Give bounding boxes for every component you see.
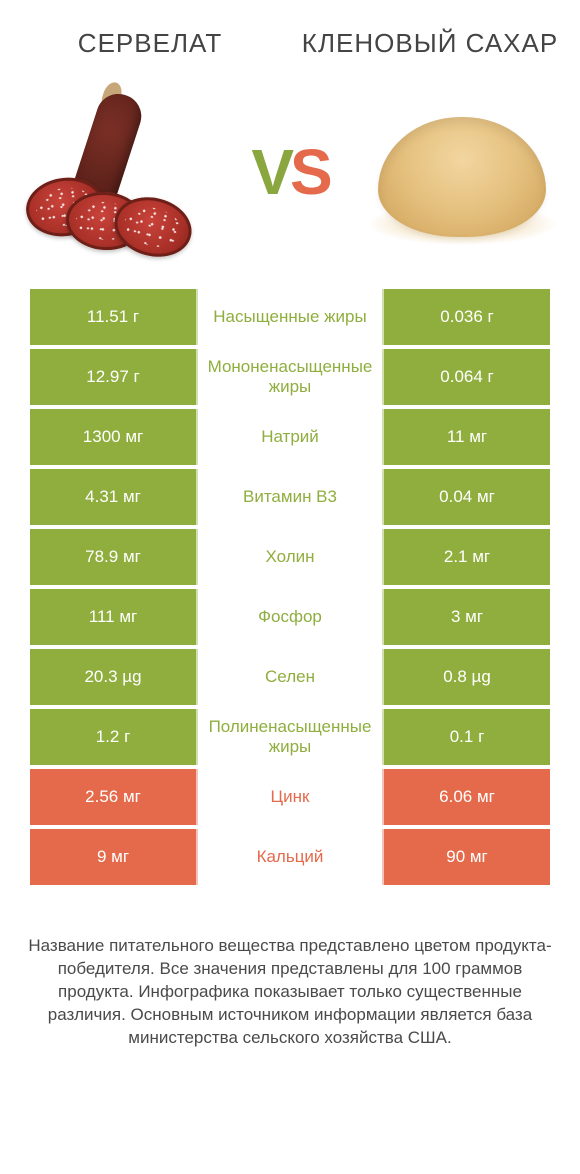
row-label: Витамин B3 — [198, 469, 382, 525]
table-row: 9 мгКальций90 мг — [30, 829, 550, 885]
table-row: 11.51 гНасыщенные жиры0.036 г — [30, 289, 550, 345]
row-right-value: 0.8 µg — [382, 649, 550, 705]
row-right-value: 90 мг — [382, 829, 550, 885]
row-left-value: 11.51 г — [30, 289, 198, 345]
row-label: Холин — [198, 529, 382, 585]
row-left-value: 4.31 мг — [30, 469, 198, 525]
row-label: Натрий — [198, 409, 382, 465]
row-right-value: 6.06 мг — [382, 769, 550, 825]
row-right-value: 0.064 г — [382, 349, 550, 405]
row-label: Кальций — [198, 829, 382, 885]
row-label: Насыщенные жиры — [198, 289, 382, 345]
right-image — [362, 77, 562, 267]
row-right-value: 0.036 г — [382, 289, 550, 345]
row-left-value: 20.3 µg — [30, 649, 198, 705]
row-left-value: 12.97 г — [30, 349, 198, 405]
table-row: 111 мгФосфор3 мг — [30, 589, 550, 645]
row-right-value: 11 мг — [382, 409, 550, 465]
table-row: 1.2 гПолиненасыщенные жиры0.1 г — [30, 709, 550, 765]
row-label: Полиненасыщенные жиры — [198, 709, 382, 765]
row-right-value: 0.1 г — [382, 709, 550, 765]
row-label: Цинк — [198, 769, 382, 825]
row-label: Мононенасыщенные жиры — [198, 349, 382, 405]
row-left-value: 9 мг — [30, 829, 198, 885]
table-row: 4.31 мгВитамин B30.04 мг — [30, 469, 550, 525]
title-right: КЛЕНОВЫЙ САХАР — [290, 28, 570, 59]
sausage-icon — [18, 82, 218, 262]
row-right-value: 3 мг — [382, 589, 550, 645]
table-row: 12.97 гМононенасыщенные жиры0.064 г — [30, 349, 550, 405]
row-left-value: 78.9 мг — [30, 529, 198, 585]
row-left-value: 1.2 г — [30, 709, 198, 765]
table-row: 2.56 мгЦинк6.06 мг — [30, 769, 550, 825]
row-right-value: 2.1 мг — [382, 529, 550, 585]
table-row: 20.3 µgСелен0.8 µg — [30, 649, 550, 705]
vs-v: V — [251, 136, 290, 208]
row-label: Селен — [198, 649, 382, 705]
footnote: Название питательного вещества представл… — [0, 889, 580, 1050]
row-right-value: 0.04 мг — [382, 469, 550, 525]
vs-s: S — [290, 136, 329, 208]
table-row: 1300 мгНатрий11 мг — [30, 409, 550, 465]
row-left-value: 1300 мг — [30, 409, 198, 465]
table-row: 78.9 мгХолин2.1 мг — [30, 529, 550, 585]
title-left: СЕРВЕЛАТ — [10, 28, 290, 59]
row-label: Фосфор — [198, 589, 382, 645]
vs-label: VS — [251, 135, 328, 209]
row-left-value: 111 мг — [30, 589, 198, 645]
sugar-pile-icon — [370, 90, 555, 255]
row-left-value: 2.56 мг — [30, 769, 198, 825]
left-image — [18, 77, 218, 267]
comparison-table: 11.51 гНасыщенные жиры0.036 г12.97 гМоно… — [0, 289, 580, 885]
images-row: VS — [0, 67, 580, 289]
header: СЕРВЕЛАТ КЛЕНОВЫЙ САХАР — [0, 0, 580, 67]
